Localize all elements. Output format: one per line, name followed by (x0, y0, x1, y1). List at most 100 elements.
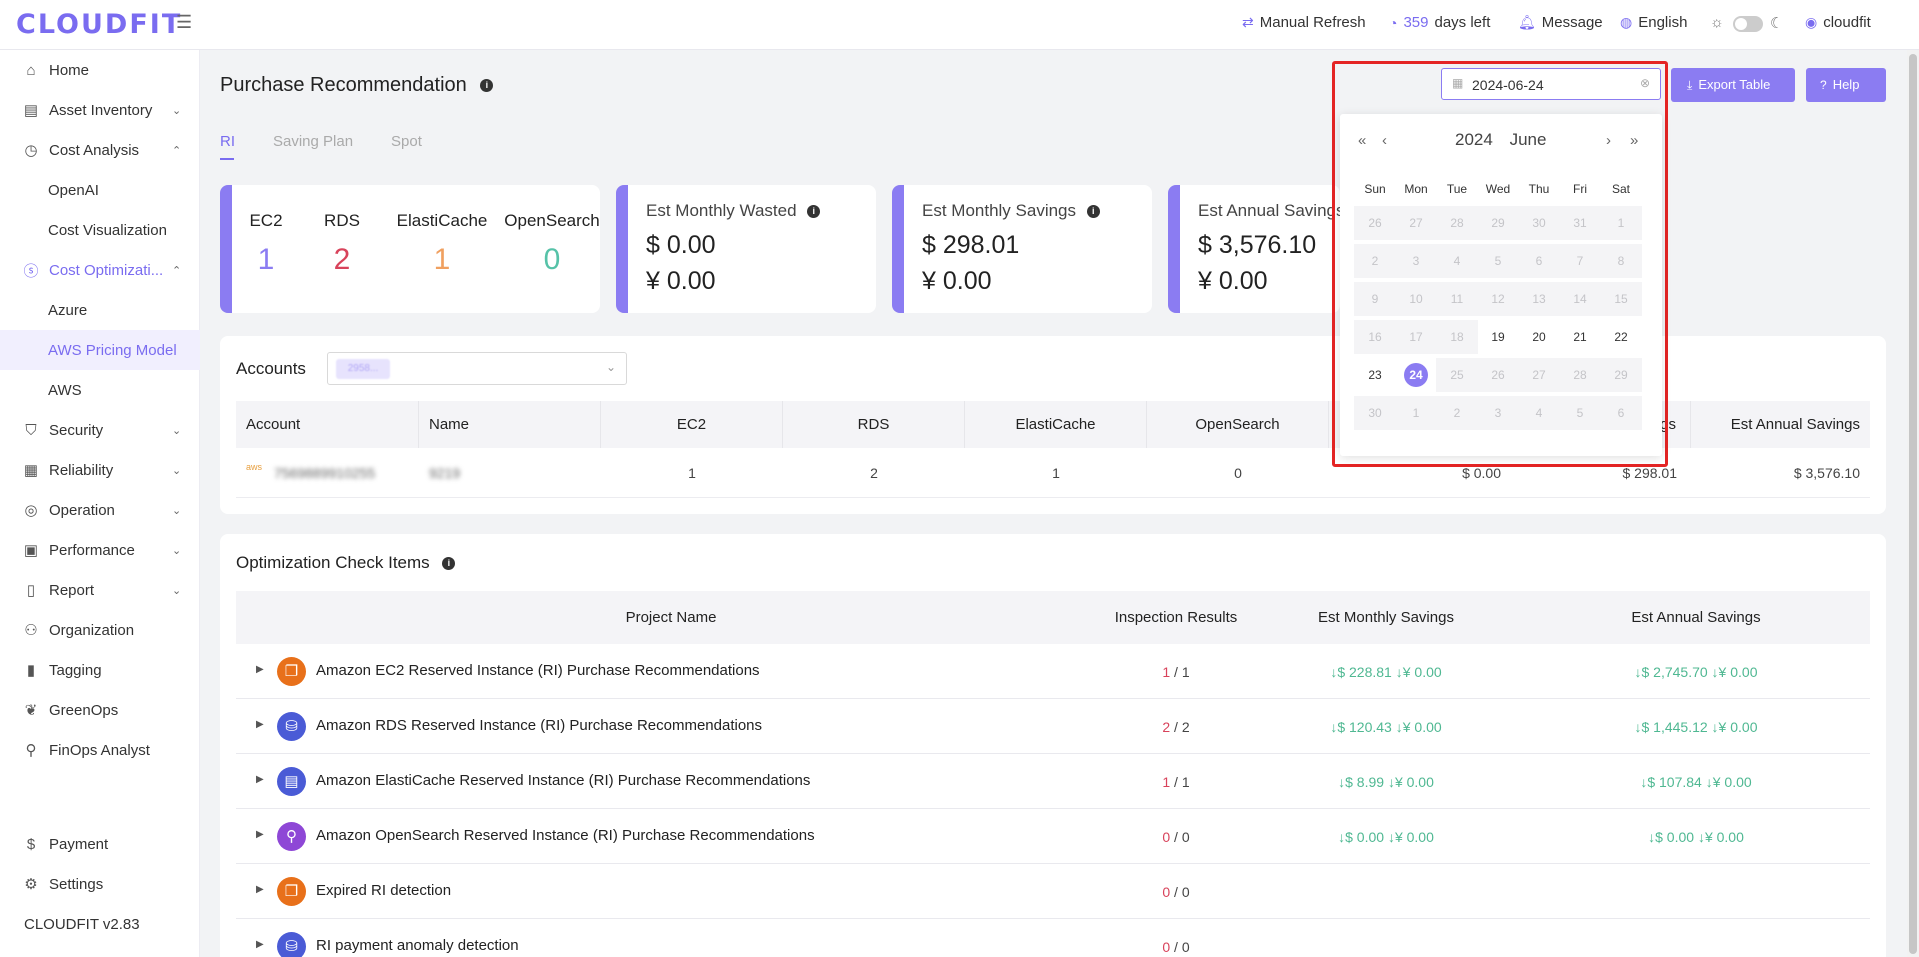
calendar-dropdown: « ‹ 2024 June › » Sun Mon Tue Wed Thu Fri Sat 2… (1340, 114, 1662, 456)
info-icon[interactable]: i (1086, 205, 1100, 219)
sidebar-item-cost-visualization[interactable]: Cost Visualization (48, 221, 167, 239)
sidebar-item-azure[interactable]: Azure (48, 301, 88, 319)
tab-saving-plan[interactable]: Saving Plan (273, 133, 354, 150)
tab-spot[interactable]: Spot (391, 133, 422, 150)
expand-icon[interactable]: ▶ (256, 884, 264, 895)
savings-cny: ¥ 0.00 (922, 267, 992, 295)
sidebar-item-openai[interactable]: OpenAI (48, 181, 99, 199)
sidebar-item-performance[interactable]: ▣ Performance ⌄ (23, 541, 182, 560)
info-icon[interactable]: i (807, 205, 821, 219)
sidebar-item-settings[interactable]: ⚙ Settings (0, 864, 200, 904)
calendar-day[interactable]: 20 (1532, 330, 1546, 344)
calendar-day[interactable]: 23 (1368, 368, 1382, 382)
expand-icon[interactable]: ▶ (256, 939, 264, 950)
reliability-icon: ▦ (23, 462, 39, 479)
calendar-day[interactable]: 24 (1395, 358, 1437, 392)
calendar-day[interactable]: 19 (1491, 330, 1505, 344)
chevron-down-icon: ⌄ (172, 464, 182, 477)
calendar-day[interactable]: 21 (1573, 330, 1587, 344)
service-ec2: EC2 1 (249, 211, 283, 276)
check-row-ri-payment-anomaly[interactable]: ▶ ⛁ RI payment anomaly detection 0 / 0 (236, 919, 1870, 957)
help-icon: ? (1820, 78, 1827, 92)
clear-icon[interactable]: ⊗ (1639, 76, 1650, 90)
account-select[interactable]: 2958... ⌄ (327, 352, 627, 385)
calendar-day: 27 (1395, 206, 1437, 240)
calendar-day: 18 (1436, 320, 1478, 354)
check-row-ec2[interactable]: ▶ ❐ Amazon EC2 Reserved Instance (RI) Pu… (236, 644, 1870, 699)
weekday-label: Sun (1364, 182, 1386, 196)
manual-refresh-button[interactable]: ⇄ Manual Refresh (1242, 14, 1366, 31)
account-id: 7569889910255 (274, 465, 376, 481)
sidebar-item-reliability[interactable]: ▦ Reliability ⌄ (23, 461, 182, 480)
chevron-down-icon: ⌄ (172, 104, 182, 117)
chevron-up-icon: ⌃ (172, 264, 182, 277)
page-scrollbar[interactable] (1907, 50, 1919, 957)
sidebar-item-cost-optimization[interactable]: ⓢ Cost Optimizati... ⌃ (23, 261, 182, 280)
sidebar-item-payment[interactable]: $ Payment (0, 824, 200, 864)
expand-icon[interactable]: ▶ (256, 664, 264, 675)
date-input[interactable]: ▦ 2024-06-24 ⊗ (1441, 68, 1661, 100)
calendar-day: 11 (1436, 282, 1478, 316)
scrollbar-thumb[interactable] (1909, 54, 1917, 954)
theme-toggle[interactable] (1733, 16, 1763, 32)
prev-year-icon[interactable]: « (1358, 132, 1367, 149)
calendar-month[interactable]: June (1509, 130, 1547, 149)
info-icon[interactable]: i (480, 79, 494, 93)
dollar-circle-icon: ⓢ (23, 262, 39, 280)
sidebar-item-finops-analyst[interactable]: ⚲ FinOps Analyst (0, 730, 200, 770)
payment-anomaly-icon: ⛁ (277, 932, 306, 957)
account-tag[interactable]: 2958... (336, 359, 390, 379)
calendar-day: 3 (1395, 244, 1437, 278)
sidebar-item-security[interactable]: ⛉ Security ⌄ (0, 410, 200, 450)
check-row-expired-ri[interactable]: ▶ ❐ Expired RI detection 0 / 0 (236, 864, 1870, 919)
calendar-day: 5 (1559, 396, 1601, 430)
calendar-year[interactable]: 2024 (1455, 130, 1493, 149)
app-logo[interactable]: CLOUDFIT (16, 9, 183, 40)
sidebar-item-aws[interactable]: AWS (48, 381, 82, 399)
monthly-savings-card: Est Monthly Savings i $ 298.01 ¥ 0.00 (892, 185, 1152, 313)
sidebar-item-operation[interactable]: ◎ Operation ⌄ (0, 490, 200, 530)
expand-icon[interactable]: ▶ (256, 829, 264, 840)
sidebar-item-report[interactable]: ▯ Report ⌄ (0, 570, 200, 610)
user-menu[interactable]: ◉ cloudfit (1805, 14, 1871, 31)
check-row-opensearch[interactable]: ▶ ⚲ Amazon OpenSearch Reserved Instance … (236, 809, 1870, 864)
export-table-button[interactable]: ⤓ Export Table (1671, 68, 1795, 102)
calendar-day: 1 (1600, 206, 1642, 240)
calendar-day: 29 (1600, 358, 1642, 392)
calendar-day: 31 (1559, 206, 1601, 240)
calendar-day: 16 (1354, 320, 1396, 354)
language-button[interactable]: ◍ English (1620, 14, 1688, 31)
menu-toggle-icon[interactable]: ☰ (176, 12, 193, 32)
calendar-day: 12 (1477, 282, 1519, 316)
tab-ri[interactable]: RI (220, 133, 235, 150)
calendar-day[interactable]: 22 (1614, 330, 1628, 344)
weekday-label: Wed (1485, 182, 1511, 196)
calendar-day: 2 (1436, 396, 1478, 430)
info-icon[interactable]: i (442, 557, 456, 571)
next-year-icon[interactable]: » (1630, 132, 1639, 149)
prev-month-icon[interactable]: ‹ (1382, 132, 1387, 149)
weekday-label: Mon (1404, 182, 1428, 196)
message-button[interactable]: 🔔︎ Message (1518, 14, 1603, 31)
sidebar-item-greenops[interactable]: ❦ GreenOps (0, 690, 200, 730)
download-icon: ⤓ (1687, 78, 1693, 92)
sidebar-item-home[interactable]: ⌂ Home (0, 50, 200, 90)
next-month-icon[interactable]: › (1606, 132, 1611, 149)
sidebar-item-organization[interactable]: ⚇ Organization (0, 610, 200, 650)
sidebar-item-cost-analysis[interactable]: ◷ Cost Analysis ⌃ (0, 130, 200, 170)
globe-icon: ◍ (1620, 14, 1633, 30)
help-button[interactable]: ? Help (1806, 68, 1886, 102)
license-days-left[interactable]: ◔ 359 days left (1389, 14, 1491, 31)
sidebar-item-asset-inventory[interactable]: ▤ Asset Inventory ⌄ (23, 101, 182, 120)
calendar-day: 26 (1354, 206, 1396, 240)
sidebar-item-tagging[interactable]: ▮ Tagging (0, 650, 200, 690)
wasted-usd: $ 0.00 (646, 231, 716, 259)
calendar-day: 6 (1600, 396, 1642, 430)
sidebar-item-aws-pricing-model[interactable]: AWS Pricing Model (0, 330, 200, 370)
accounts-table-row[interactable]: aws 7569889910255 9219 1 2 1 0 $ 0.00 $ … (236, 448, 1870, 498)
expand-icon[interactable]: ▶ (256, 774, 264, 785)
check-row-elasticache[interactable]: ▶ ▤ Amazon ElastiCache Reserved Instance… (236, 754, 1870, 809)
expand-icon[interactable]: ▶ (256, 719, 264, 730)
check-row-rds[interactable]: ▶ ⛁ Amazon RDS Reserved Instance (RI) Pu… (236, 699, 1870, 754)
cost-analysis-icon: ◷ (24, 142, 38, 159)
